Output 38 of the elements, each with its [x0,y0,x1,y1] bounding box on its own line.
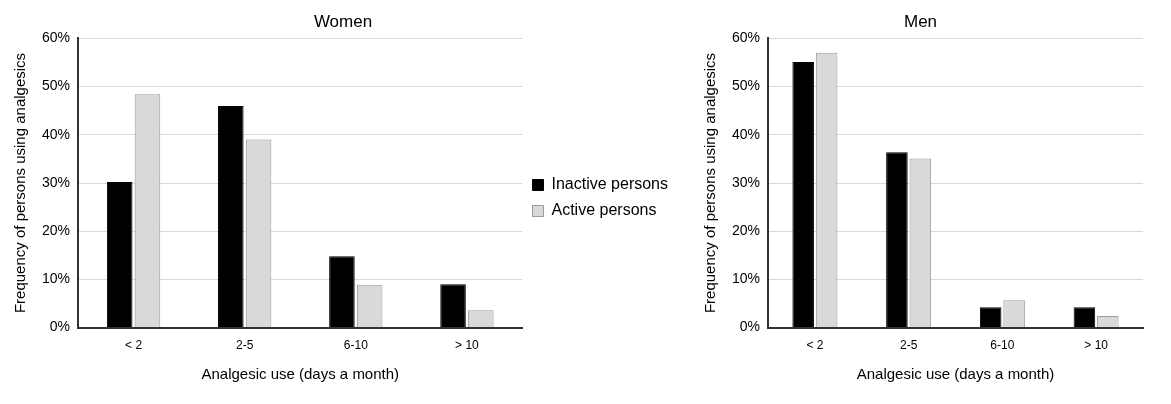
y-tick-label: 10% [731,270,761,287]
y-tick-label: 20% [731,222,761,239]
x-axis-title: Analgesic use (days a month) [856,365,1055,383]
y-axis-title: Frequency of persons using analgesics [11,52,29,314]
legend-label: Inactive persons [551,175,669,193]
y-tick-label: 40% [731,125,761,142]
bar [1073,307,1096,328]
bar [440,284,466,328]
legend-label: Active persons [551,201,657,219]
bar [329,256,355,328]
y-tick-label: 20% [41,222,71,239]
y-tick-label: 10% [41,270,71,287]
x-tick-label: < 2 [125,338,143,353]
x-tick-label: > 10 [1084,338,1109,353]
y-tick-label: 30% [731,173,761,190]
y-axis-title: Frequency of persons using analgesics [701,52,719,314]
bar [886,152,908,328]
x-tick-label: > 10 [455,338,480,353]
x-axis-title: Analgesic use (days a month) [201,365,400,383]
bar [106,182,133,328]
x-tick-label: 2-5 [236,338,254,353]
x-tick-label: 6-10 [343,338,369,353]
y-tick-label: 60% [41,29,71,46]
y-tick-label: 0% [49,318,71,335]
x-tick-label: 6-10 [990,338,1015,353]
chart-title: Women [313,11,373,31]
bar [792,62,814,328]
y-tick-label: 50% [41,77,71,94]
y-tick-label: 30% [41,173,71,190]
chart-title: Men [903,11,938,31]
bar [218,105,244,328]
x-tick-label: < 2 [806,338,824,353]
y-tick-label: 60% [731,29,761,46]
x-tick-label: 2-5 [899,338,918,353]
bar [979,307,1002,328]
y-tick-label: 50% [731,77,761,94]
y-tick-label: 0% [739,318,761,335]
y-tick-label: 40% [41,125,71,142]
